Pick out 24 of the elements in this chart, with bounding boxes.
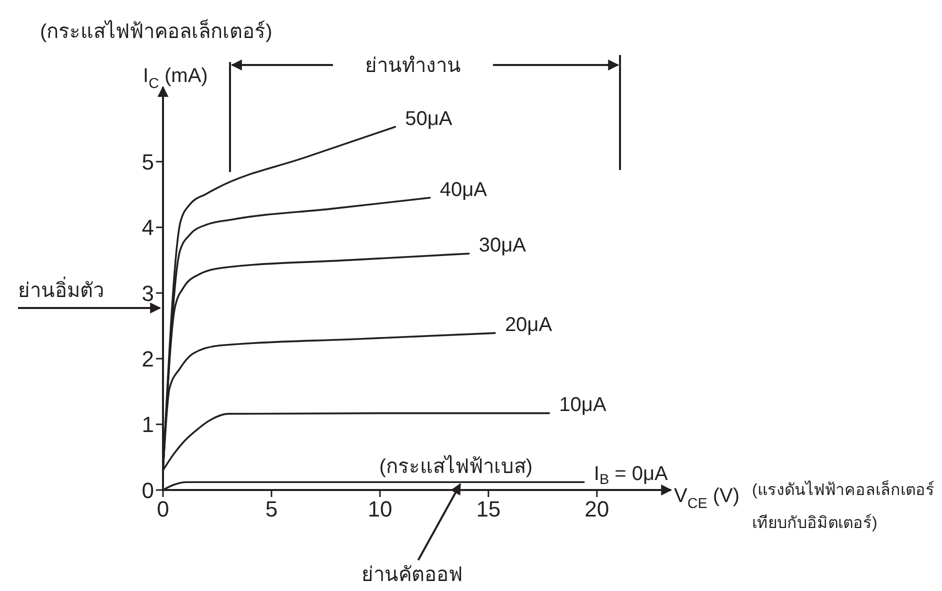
text: ย่านทำงาน: [365, 55, 461, 77]
text: (แรงดันไฟฟ้าคอลเล็กเตอร์เทียบกับอิมิตเตอร์): [752, 479, 936, 534]
x-tick-label: 20: [584, 496, 610, 522]
y-axis-title: I$_{C}$ (mA): [143, 65, 208, 92]
y-tick-label: 5: [142, 149, 154, 174]
x-axis-title: V$_{CE}$ (V): [674, 485, 740, 512]
text: ย่านอิ่มตัว: [18, 276, 104, 302]
x-tick-label: 5: [265, 496, 278, 522]
y-tick-label: 2: [142, 346, 154, 372]
y-tick-label: 0: [142, 478, 154, 503]
x-tick-label: 15: [476, 496, 501, 522]
text: (กระแสไฟฟ้าคอลเล็กเตอร์): [40, 18, 272, 43]
y-tick-label: 1: [142, 412, 154, 438]
series-label: 50μA: [405, 108, 453, 130]
annotation: (กระแสไฟฟ้าเบส): [379, 455, 533, 478]
y-tick-label: 4: [142, 215, 154, 240]
series-label: 30μA: [478, 234, 527, 257]
annotation: ย่านคัตออฟ: [362, 564, 463, 586]
series-label: 10μA: [559, 394, 607, 416]
series-label: I$_{B}$ = 0μA: [594, 463, 669, 488]
series-label: 20μA: [504, 314, 553, 336]
x-tick-label: 10: [368, 496, 392, 522]
y-tick-label: 3: [142, 280, 154, 306]
series-label: 40μA: [440, 178, 488, 201]
